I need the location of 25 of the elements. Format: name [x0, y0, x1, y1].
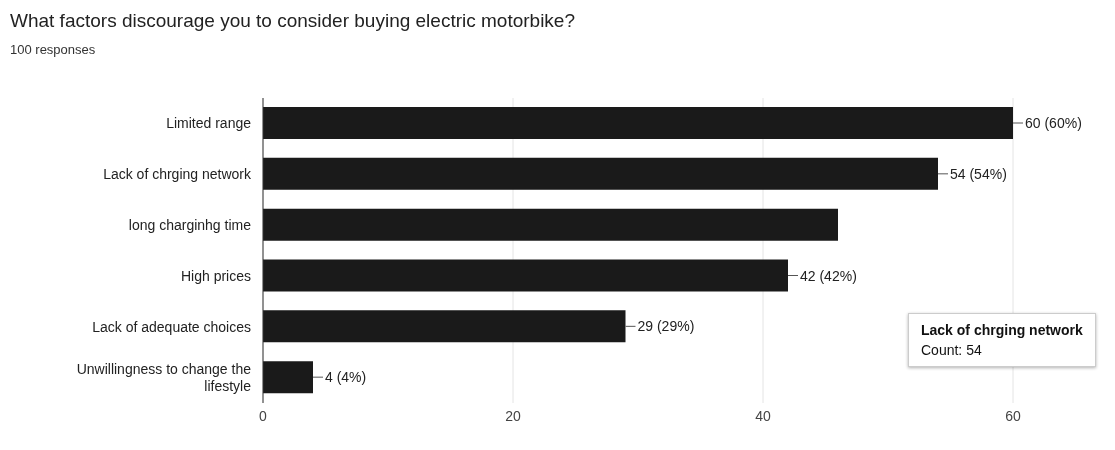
x-tick-label: 20: [505, 407, 521, 424]
annotation: Count: 54: [921, 342, 983, 358]
y-tick-label: High prices: [180, 267, 251, 284]
data-label: 54 (54%): [950, 165, 1007, 182]
bar: [263, 361, 313, 394]
y-tick-label: Lack of adequate choices: [92, 318, 251, 335]
x-tick-label: 0: [259, 407, 268, 424]
bar: [263, 310, 626, 343]
x-tick-label: 60: [1005, 407, 1021, 424]
annotation: Lack of chrging network: [921, 322, 1083, 338]
chart-title: What factors discourage you to consider buying electric motorbike?: [10, 10, 575, 32]
data-label: 29 (29%): [637, 318, 695, 335]
text: 100 responses: [10, 42, 96, 57]
bar: [263, 157, 938, 190]
x-tick-label: 40: [755, 407, 771, 424]
bar: [263, 107, 1013, 139]
bar: [263, 208, 838, 241]
y-tick-label: Lack of chrging network: [103, 166, 252, 183]
y-tick-label: long charginhg time: [128, 217, 252, 234]
data-label: 60 (60%): [1025, 115, 1082, 131]
y-tick-label: Limited range: [166, 115, 252, 132]
bar: [263, 259, 788, 292]
data-label: 4 (4%): [325, 369, 367, 386]
y-tick-label: Unwillingness to change the lifestyle: [76, 361, 252, 395]
data-label: 42 (42%): [800, 267, 857, 284]
